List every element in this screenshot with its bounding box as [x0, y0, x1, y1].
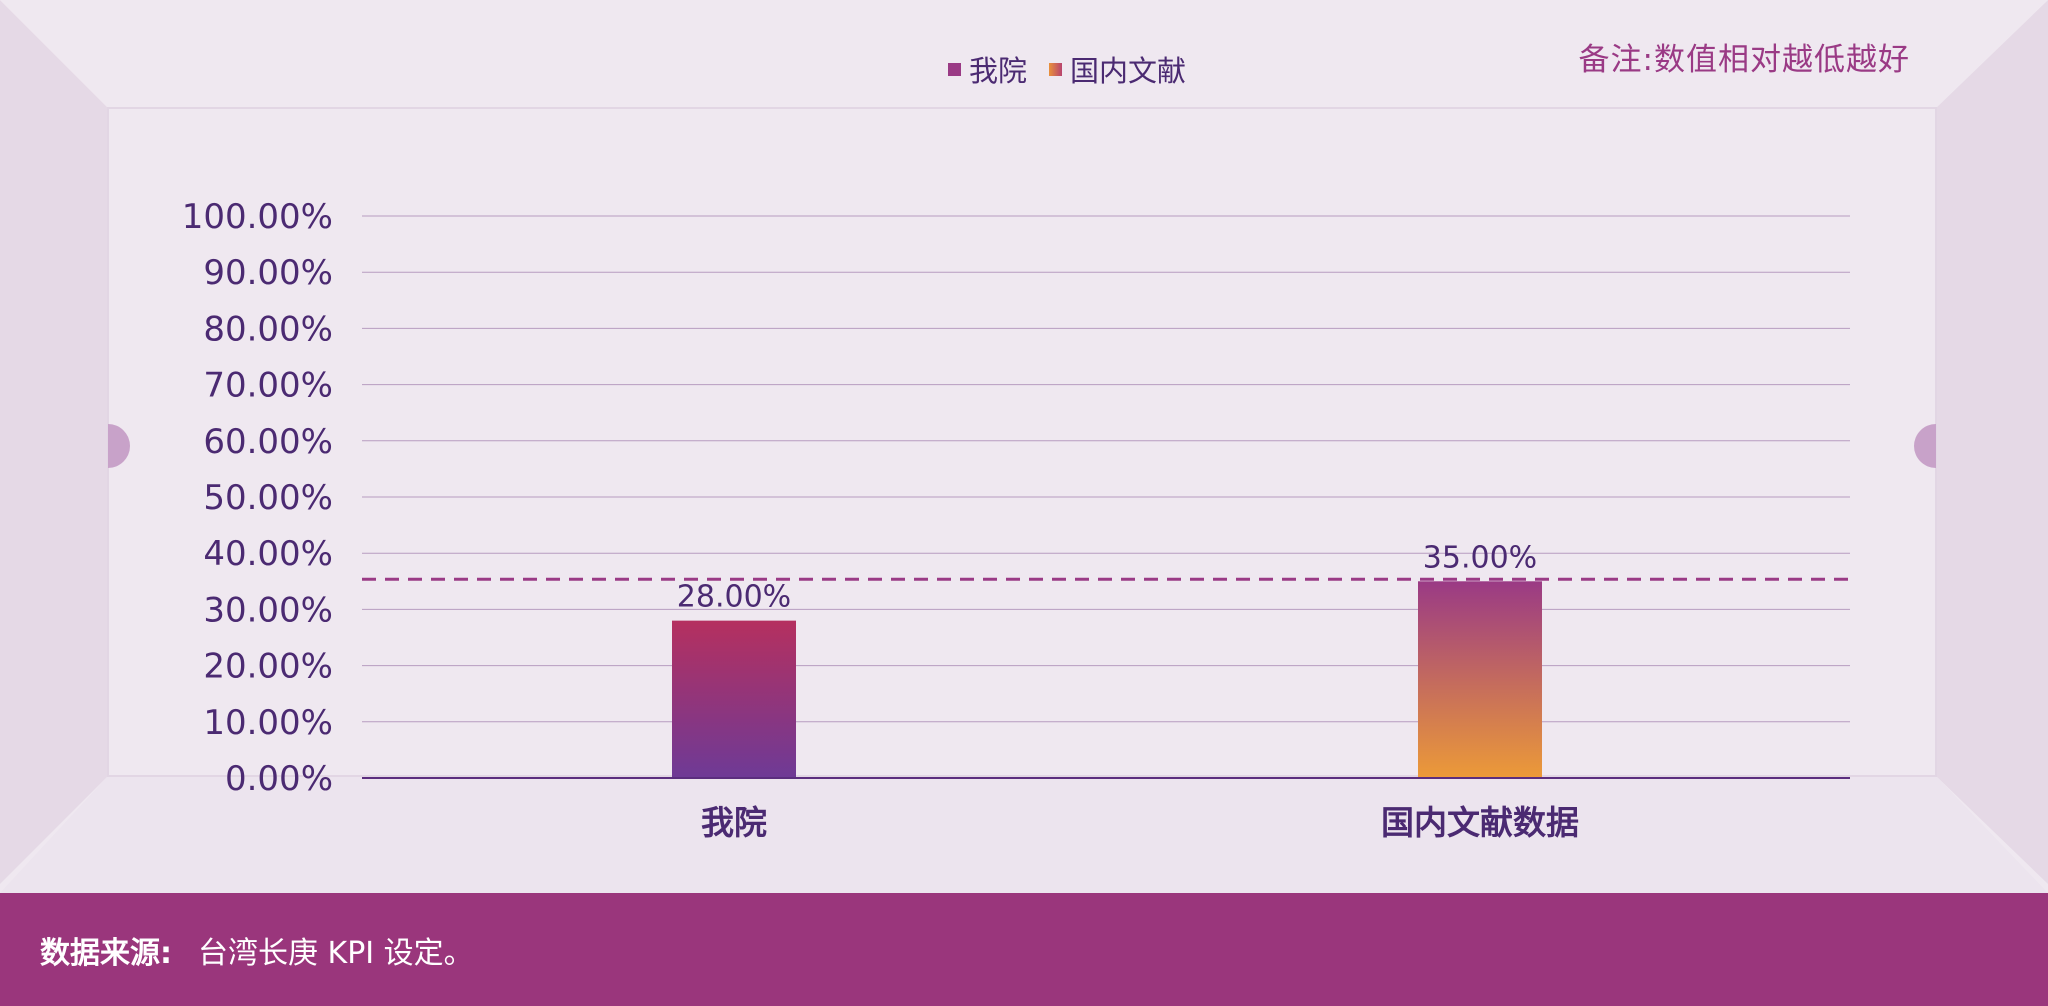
- chart-note: 备注:数值相对越低越好: [1578, 42, 1910, 78]
- right-knob: [1914, 424, 1936, 468]
- legend: 我院 国内文献: [948, 48, 1186, 90]
- y-tick-label: 50.00%: [203, 478, 333, 518]
- category-label: 我院: [701, 803, 767, 842]
- footer-source-label: 数据来源:: [40, 935, 172, 971]
- y-tick-label: 60.00%: [203, 422, 333, 462]
- bar-2: [1418, 581, 1542, 778]
- legend-label-wo-yuan: 我院: [969, 54, 1028, 88]
- left-knob: [108, 424, 130, 468]
- gridlines: [362, 215, 1850, 723]
- legend-item-wo-yuan: 我院: [948, 48, 1027, 90]
- category-label: 国内文献数据: [1381, 803, 1579, 842]
- back-wall: [107, 107, 1937, 777]
- bar-1: [672, 620, 796, 778]
- y-tick-label: 70.00%: [203, 366, 333, 406]
- y-tick-label: 80.00%: [203, 309, 333, 349]
- value-label: 35.00%: [1423, 540, 1537, 575]
- left-wall: [0, 0, 108, 884]
- value-labels: 28.00% 35.00%: [677, 540, 1537, 614]
- legend-swatch-literature: [1049, 62, 1063, 76]
- bars: [672, 581, 1542, 778]
- y-tick-label: 0.00%: [225, 759, 333, 799]
- bar-chart: 0.00% 10.00% 20.00% 30.00% 40.00% 50.00% 60.00…: [182, 197, 1850, 842]
- legend-item-literature: 国内文献: [1049, 48, 1186, 90]
- y-tick-label: 90.00%: [203, 253, 333, 293]
- y-tick-label: 20.00%: [203, 647, 333, 687]
- y-tick-label: 40.00%: [203, 534, 333, 574]
- footer-bar: 数据来源: 台湾长庚 KPI 设定。: [0, 893, 2048, 1006]
- y-axis: 0.00% 10.00% 20.00% 30.00% 40.00% 50.00% 60.00…: [182, 197, 333, 799]
- y-tick-label: 100.00%: [182, 197, 333, 237]
- y-tick-label: 10.00%: [203, 703, 333, 743]
- value-label: 28.00%: [677, 580, 791, 615]
- top-wall: [0, 0, 2048, 108]
- legend-label-literature: 国内文献: [1070, 54, 1187, 88]
- right-wall: [1936, 0, 2048, 884]
- legend-swatch-wo-yuan: [948, 62, 961, 76]
- y-tick-label: 30.00%: [203, 590, 333, 630]
- floor: [0, 776, 2048, 893]
- x-axis: 我院 国内文献数据: [362, 777, 1850, 842]
- footer-source-text: 台湾长庚 KPI 设定。: [198, 935, 474, 971]
